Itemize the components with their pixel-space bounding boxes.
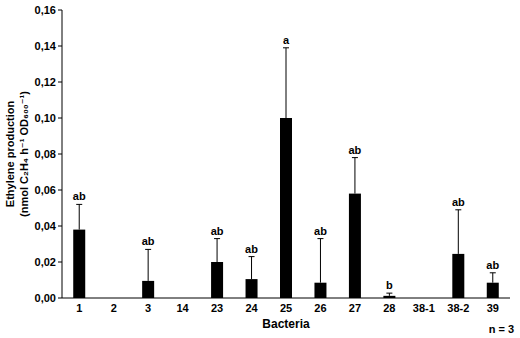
error-bar <box>317 239 323 283</box>
chart: 0,000,020,040,060,080,100,120,140,16abab… <box>0 0 520 338</box>
bar <box>142 281 154 298</box>
y-tick-label: 0,16 <box>35 4 56 16</box>
y-tick-label: 0,00 <box>35 292 56 304</box>
y-axis-label: Ethylene production <box>4 101 16 208</box>
bar <box>73 230 85 298</box>
y-tick <box>58 190 62 191</box>
y-tick <box>58 262 62 263</box>
bar <box>487 283 499 298</box>
significance-letter: ab <box>211 225 224 237</box>
x-tick-label: 1 <box>76 302 82 314</box>
bar <box>383 296 395 298</box>
error-bar <box>490 273 496 283</box>
y-tick-label: 0,02 <box>35 256 56 268</box>
error-line <box>79 204 80 229</box>
bar <box>418 298 430 299</box>
y-tick <box>58 154 62 155</box>
error-cap <box>76 204 82 205</box>
significance-letter: ab <box>452 196 465 208</box>
error-cap <box>283 47 289 48</box>
x-tick-label: 38-1 <box>413 302 435 314</box>
x-tick-label: 2 <box>111 302 117 314</box>
y-tick <box>58 226 62 227</box>
bar <box>280 118 292 298</box>
y-tick <box>58 10 62 11</box>
error-line <box>251 257 252 280</box>
y-tick-label: 0,14 <box>35 40 57 52</box>
y-tick-label: 0,10 <box>35 112 56 124</box>
y-tick <box>58 118 62 119</box>
error-cap <box>386 293 392 294</box>
error-line <box>320 239 321 283</box>
bar <box>108 298 120 299</box>
error-line <box>458 210 459 254</box>
error-bar <box>145 249 151 281</box>
error-line <box>354 158 355 194</box>
error-line <box>492 273 493 283</box>
y-tick <box>58 82 62 83</box>
significance-letter: ab <box>314 225 327 237</box>
error-cap <box>214 238 220 239</box>
x-tick-label: 23 <box>211 302 223 314</box>
error-cap <box>352 157 358 158</box>
error-cap <box>317 238 323 239</box>
bar <box>314 283 326 298</box>
y-tick-label: 0,08 <box>35 148 56 160</box>
error-bar <box>455 210 461 254</box>
x-tick-label: 38-2 <box>447 302 469 314</box>
x-tick-label: 39 <box>487 302 499 314</box>
x-tick-label: 25 <box>280 302 292 314</box>
error-line <box>148 249 149 281</box>
y-tick-label: 0,04 <box>35 220 57 232</box>
significance-letter: ab <box>486 259 499 271</box>
significance-letter: ab <box>73 190 86 202</box>
y-tick-label: 0,12 <box>35 76 56 88</box>
bar <box>452 254 464 298</box>
bar <box>211 262 223 298</box>
x-tick-label: 26 <box>314 302 326 314</box>
significance-letter: ab <box>349 144 362 156</box>
y-tick-label: 0,06 <box>35 184 56 196</box>
bar <box>177 298 189 299</box>
y-axis-label: (nmol C₂H₄ h⁻¹ OD₆₀₀⁻¹) <box>18 91 30 217</box>
error-bar <box>214 239 220 262</box>
annotation: n = 3 <box>489 323 514 335</box>
error-line <box>217 239 218 262</box>
x-axis-label: Bacteria <box>262 317 310 331</box>
bar <box>349 194 361 298</box>
error-bar <box>352 158 358 194</box>
error-cap <box>490 272 496 273</box>
bar <box>246 279 258 298</box>
error-cap <box>455 209 461 210</box>
x-tick-label: 3 <box>145 302 151 314</box>
y-tick <box>58 46 62 47</box>
significance-letter: ab <box>245 243 258 255</box>
y-tick <box>58 298 62 299</box>
error-bar <box>283 48 289 118</box>
error-bar <box>76 204 82 229</box>
significance-letter: a <box>283 34 290 46</box>
significance-letter: b <box>386 279 393 291</box>
significance-letter: ab <box>142 235 155 247</box>
x-tick-label: 24 <box>245 302 258 314</box>
error-cap <box>145 249 151 250</box>
error-line <box>286 48 287 118</box>
error-bar <box>249 257 255 280</box>
x-tick-label: 27 <box>349 302 361 314</box>
x-tick-label: 14 <box>176 302 189 314</box>
x-tick-label: 28 <box>383 302 395 314</box>
error-cap <box>249 256 255 257</box>
error-bar <box>386 293 392 296</box>
